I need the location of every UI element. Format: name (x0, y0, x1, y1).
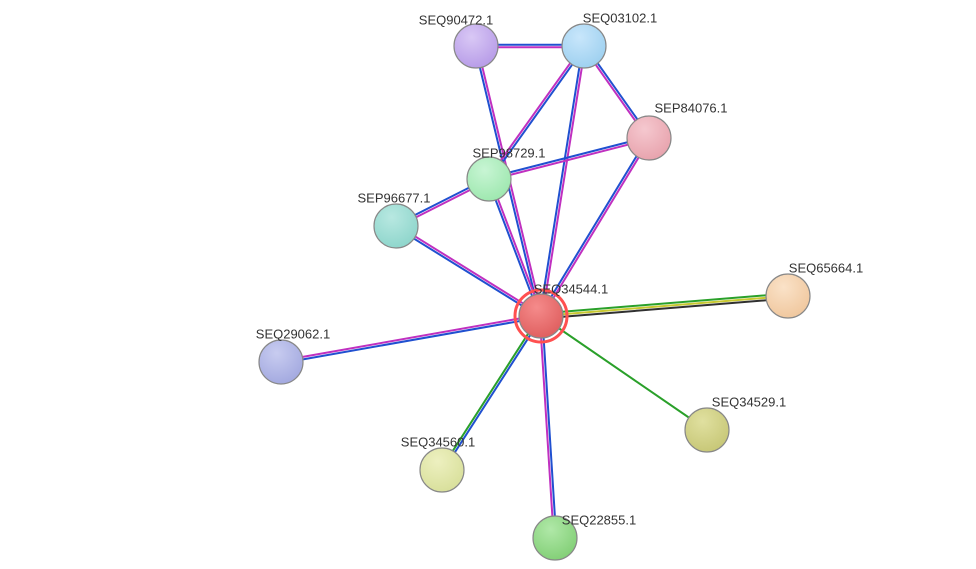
node-SEQ65664[interactable] (766, 274, 810, 318)
edge (541, 296, 788, 316)
edge (541, 316, 707, 430)
edge (540, 316, 554, 538)
node-SEQ34529[interactable] (685, 408, 729, 452)
network-svg (0, 0, 976, 569)
node-SEQ29062[interactable] (259, 340, 303, 384)
edge (281, 317, 541, 363)
node-SEQ90472[interactable] (454, 24, 498, 68)
node-SEP98729[interactable] (467, 157, 511, 201)
node-SEQ03102[interactable] (562, 24, 606, 68)
node-SEP96677[interactable] (374, 204, 418, 248)
node-SEQ22855[interactable] (533, 516, 577, 560)
nodes-layer (259, 24, 810, 560)
edge (281, 315, 541, 361)
node-SEQ34544[interactable] (519, 294, 563, 338)
node-SEQ34560[interactable] (420, 448, 464, 492)
edge (542, 316, 556, 538)
edge (542, 139, 650, 317)
node-SEP84076[interactable] (627, 116, 671, 160)
edge (540, 46, 583, 316)
edge (541, 294, 788, 314)
edge (541, 298, 788, 318)
edge (488, 45, 583, 178)
network-canvas: SEQ34544.1SEQ90472.1SEQ03102.1SEP84076.1… (0, 0, 976, 569)
